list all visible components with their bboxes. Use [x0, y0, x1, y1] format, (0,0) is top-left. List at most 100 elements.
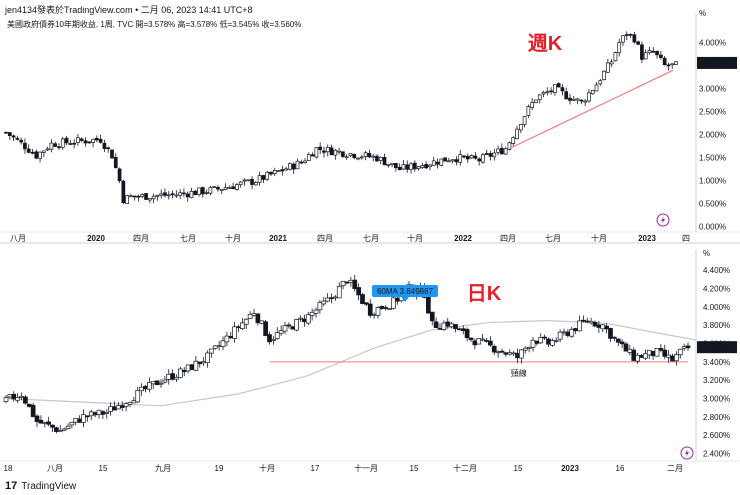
candle-body — [253, 182, 258, 186]
candle-body — [615, 338, 621, 343]
candle-body — [397, 166, 402, 171]
time-tick-label: 八月 — [10, 234, 26, 243]
candle-body — [454, 159, 459, 163]
candle-body — [378, 156, 383, 161]
candle-body — [231, 186, 235, 190]
candle-body — [117, 168, 122, 182]
lightning-glyph-icon — [661, 216, 665, 224]
candle-body — [495, 351, 501, 354]
candle-body — [247, 314, 253, 320]
candle-body — [565, 331, 571, 336]
candle-body — [151, 195, 156, 200]
last-price-label: 3.560% — [703, 59, 730, 68]
candle-body — [375, 307, 381, 316]
brand-name[interactable]: TradingView — [21, 480, 77, 492]
candle-body — [553, 340, 559, 342]
candle-body — [267, 334, 272, 343]
candle-body — [291, 163, 296, 170]
candle-body — [658, 348, 664, 351]
candle-body — [518, 124, 523, 131]
candle-body — [288, 163, 292, 170]
candle-body — [367, 303, 373, 316]
time-tick-label: 二月 — [667, 464, 683, 473]
candle-body — [7, 394, 13, 398]
footer: 17 TradingView — [5, 480, 76, 492]
price-tick-label: 3.000% — [703, 394, 730, 403]
candle-body — [265, 171, 270, 180]
candle-body — [88, 411, 94, 417]
candle-body — [457, 328, 462, 331]
candle-body — [310, 154, 315, 157]
candle-body — [577, 320, 582, 332]
candle-body — [65, 425, 71, 429]
candle-body — [246, 179, 251, 182]
candle-body — [205, 352, 210, 364]
candle-body — [45, 148, 50, 151]
candle-body — [511, 352, 516, 355]
candle-body — [216, 345, 222, 348]
candle-body — [135, 390, 141, 403]
candle-body — [643, 353, 648, 359]
candle-body — [445, 321, 451, 327]
candle-body — [228, 336, 234, 339]
candle-body — [200, 187, 205, 195]
candle-body — [286, 324, 292, 327]
support-trendline — [509, 69, 674, 150]
candle-body — [119, 405, 125, 408]
candle-body — [477, 158, 482, 162]
candle-body — [612, 336, 617, 339]
candle-body — [549, 90, 553, 93]
candle-body — [189, 364, 195, 370]
price-tick-label: 4.400% — [703, 266, 730, 275]
candle-body — [136, 195, 141, 198]
candle-body — [492, 152, 497, 158]
candle-body — [360, 294, 365, 304]
candle-body — [236, 326, 241, 329]
candle-body — [416, 166, 421, 169]
candle-body — [496, 148, 500, 153]
time-tick-label: 2022 — [454, 234, 472, 243]
candle-body — [223, 187, 228, 190]
candle-body — [61, 428, 67, 431]
candle-body — [670, 355, 675, 362]
candle-body — [386, 163, 391, 166]
candle-body — [590, 90, 595, 95]
last-price-tag — [697, 56, 737, 69]
candle-body — [123, 403, 129, 407]
candle-body — [405, 164, 410, 170]
publisher-line: jen4134發表於TradingView.com • 二月 06, 2023 … — [5, 5, 253, 15]
time-tick-label: 17 — [311, 464, 320, 473]
candle-body — [50, 424, 55, 428]
price-tick-label: 2.000% — [699, 131, 726, 140]
candle-body — [647, 50, 652, 54]
candle-body — [367, 153, 372, 158]
candle-body — [390, 163, 394, 166]
price-tick-label: 2.800% — [703, 413, 730, 422]
candle-body — [54, 427, 59, 432]
timeframe-annotation: 日K — [467, 283, 502, 305]
candle-body — [125, 195, 129, 204]
price-tick-label: 1.500% — [699, 154, 726, 163]
candle-body — [317, 302, 323, 311]
candle-body — [530, 339, 536, 348]
candle-body — [46, 421, 51, 425]
candle-body — [375, 155, 379, 162]
time-tick-label: 七月 — [363, 234, 379, 243]
candle-body — [500, 147, 504, 155]
candle-body — [462, 155, 466, 158]
candle-body — [674, 61, 678, 65]
time-tick-label: 七月 — [180, 234, 196, 243]
candle-body — [453, 324, 458, 330]
candle-body — [431, 160, 436, 166]
candle-body — [662, 57, 667, 66]
candle-body — [19, 139, 23, 143]
candle-body — [573, 328, 578, 332]
timeframe-annotation: 週K — [528, 32, 563, 55]
candle-body — [182, 192, 186, 195]
candle-body — [594, 84, 599, 92]
candle-body — [201, 361, 206, 364]
candle-body — [92, 412, 98, 416]
candle-body — [606, 62, 610, 73]
time-tick-label: 18 — [4, 464, 13, 473]
candle-body — [174, 194, 179, 197]
